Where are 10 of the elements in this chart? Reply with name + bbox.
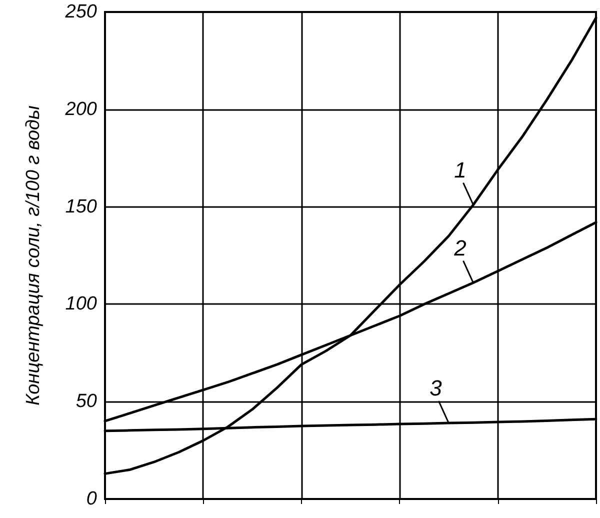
y-tick-label: 100: [65, 294, 98, 315]
y-tick-label: 50: [76, 391, 98, 412]
annotation: 2: [453, 235, 466, 260]
y-tick-label: 0: [86, 488, 98, 510]
y-axis-title: Концентрация соли, г/100 г воды: [23, 105, 44, 406]
y-tick-label: 150: [65, 196, 98, 218]
y-tick-label: 250: [64, 2, 98, 22]
annotation: 3: [430, 376, 443, 401]
y-tick-label: 200: [64, 98, 98, 120]
annotation: 1: [454, 157, 466, 182]
